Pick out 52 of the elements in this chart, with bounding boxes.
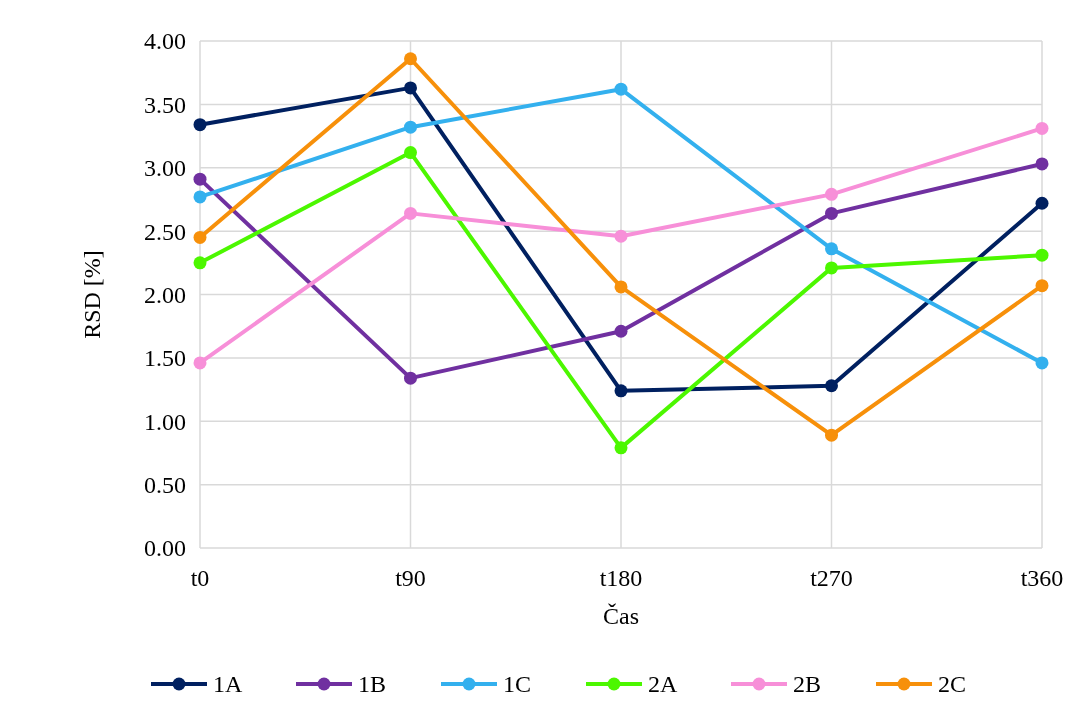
y-tick-label: 0.50: [144, 472, 186, 499]
x-tick-label: t360: [1020, 565, 1064, 591]
y-tick-label: 1.00: [144, 408, 186, 435]
point: [193, 190, 207, 204]
legend-label: 1C: [503, 671, 532, 698]
x-tick-label: t90: [395, 565, 426, 591]
point: [825, 379, 838, 393]
legend-label: 2A: [648, 671, 678, 698]
point: [404, 120, 417, 134]
legend-label: 2B: [793, 671, 822, 698]
point: [825, 261, 838, 275]
point: [404, 146, 417, 160]
point: [1035, 196, 1049, 210]
point: [825, 242, 838, 256]
point: [1035, 279, 1049, 293]
x-tick-label: t270: [810, 565, 853, 591]
point: [614, 384, 628, 398]
point: [404, 371, 417, 385]
y-axis-title: RSD [%]: [79, 250, 105, 339]
y-tick-label: 3.00: [144, 155, 186, 182]
legend-label: 2C: [938, 671, 967, 698]
point: [404, 81, 417, 95]
point: [614, 324, 628, 338]
point: [614, 229, 628, 243]
legend-label: 1B: [358, 671, 387, 698]
point: [404, 206, 417, 220]
y-tick-label: 1.50: [144, 345, 186, 372]
point: [614, 82, 628, 96]
point: [825, 187, 838, 201]
y-tick-label: 0.00: [144, 535, 186, 562]
point: [614, 280, 628, 294]
point: [193, 256, 207, 270]
y-tick-label: 2.00: [144, 281, 186, 308]
point: [1035, 157, 1049, 171]
y-tick-label: 4.00: [144, 28, 186, 55]
x-tick-label: t0: [190, 565, 210, 591]
point: [1035, 248, 1049, 262]
legend-label: 1A: [213, 671, 243, 698]
point: [193, 356, 207, 370]
point: [193, 118, 207, 132]
x-tick-label: t180: [599, 565, 643, 591]
y-tick-label: 3.50: [144, 91, 186, 118]
point: [193, 230, 207, 244]
y-tick-label: 2.50: [144, 218, 186, 245]
point: [825, 428, 838, 442]
point: [193, 172, 207, 186]
point: [1035, 121, 1049, 135]
point: [614, 441, 628, 455]
point: [825, 206, 838, 220]
point: [404, 52, 417, 66]
x-axis-title: Čas: [603, 603, 639, 629]
point: [1035, 356, 1049, 370]
